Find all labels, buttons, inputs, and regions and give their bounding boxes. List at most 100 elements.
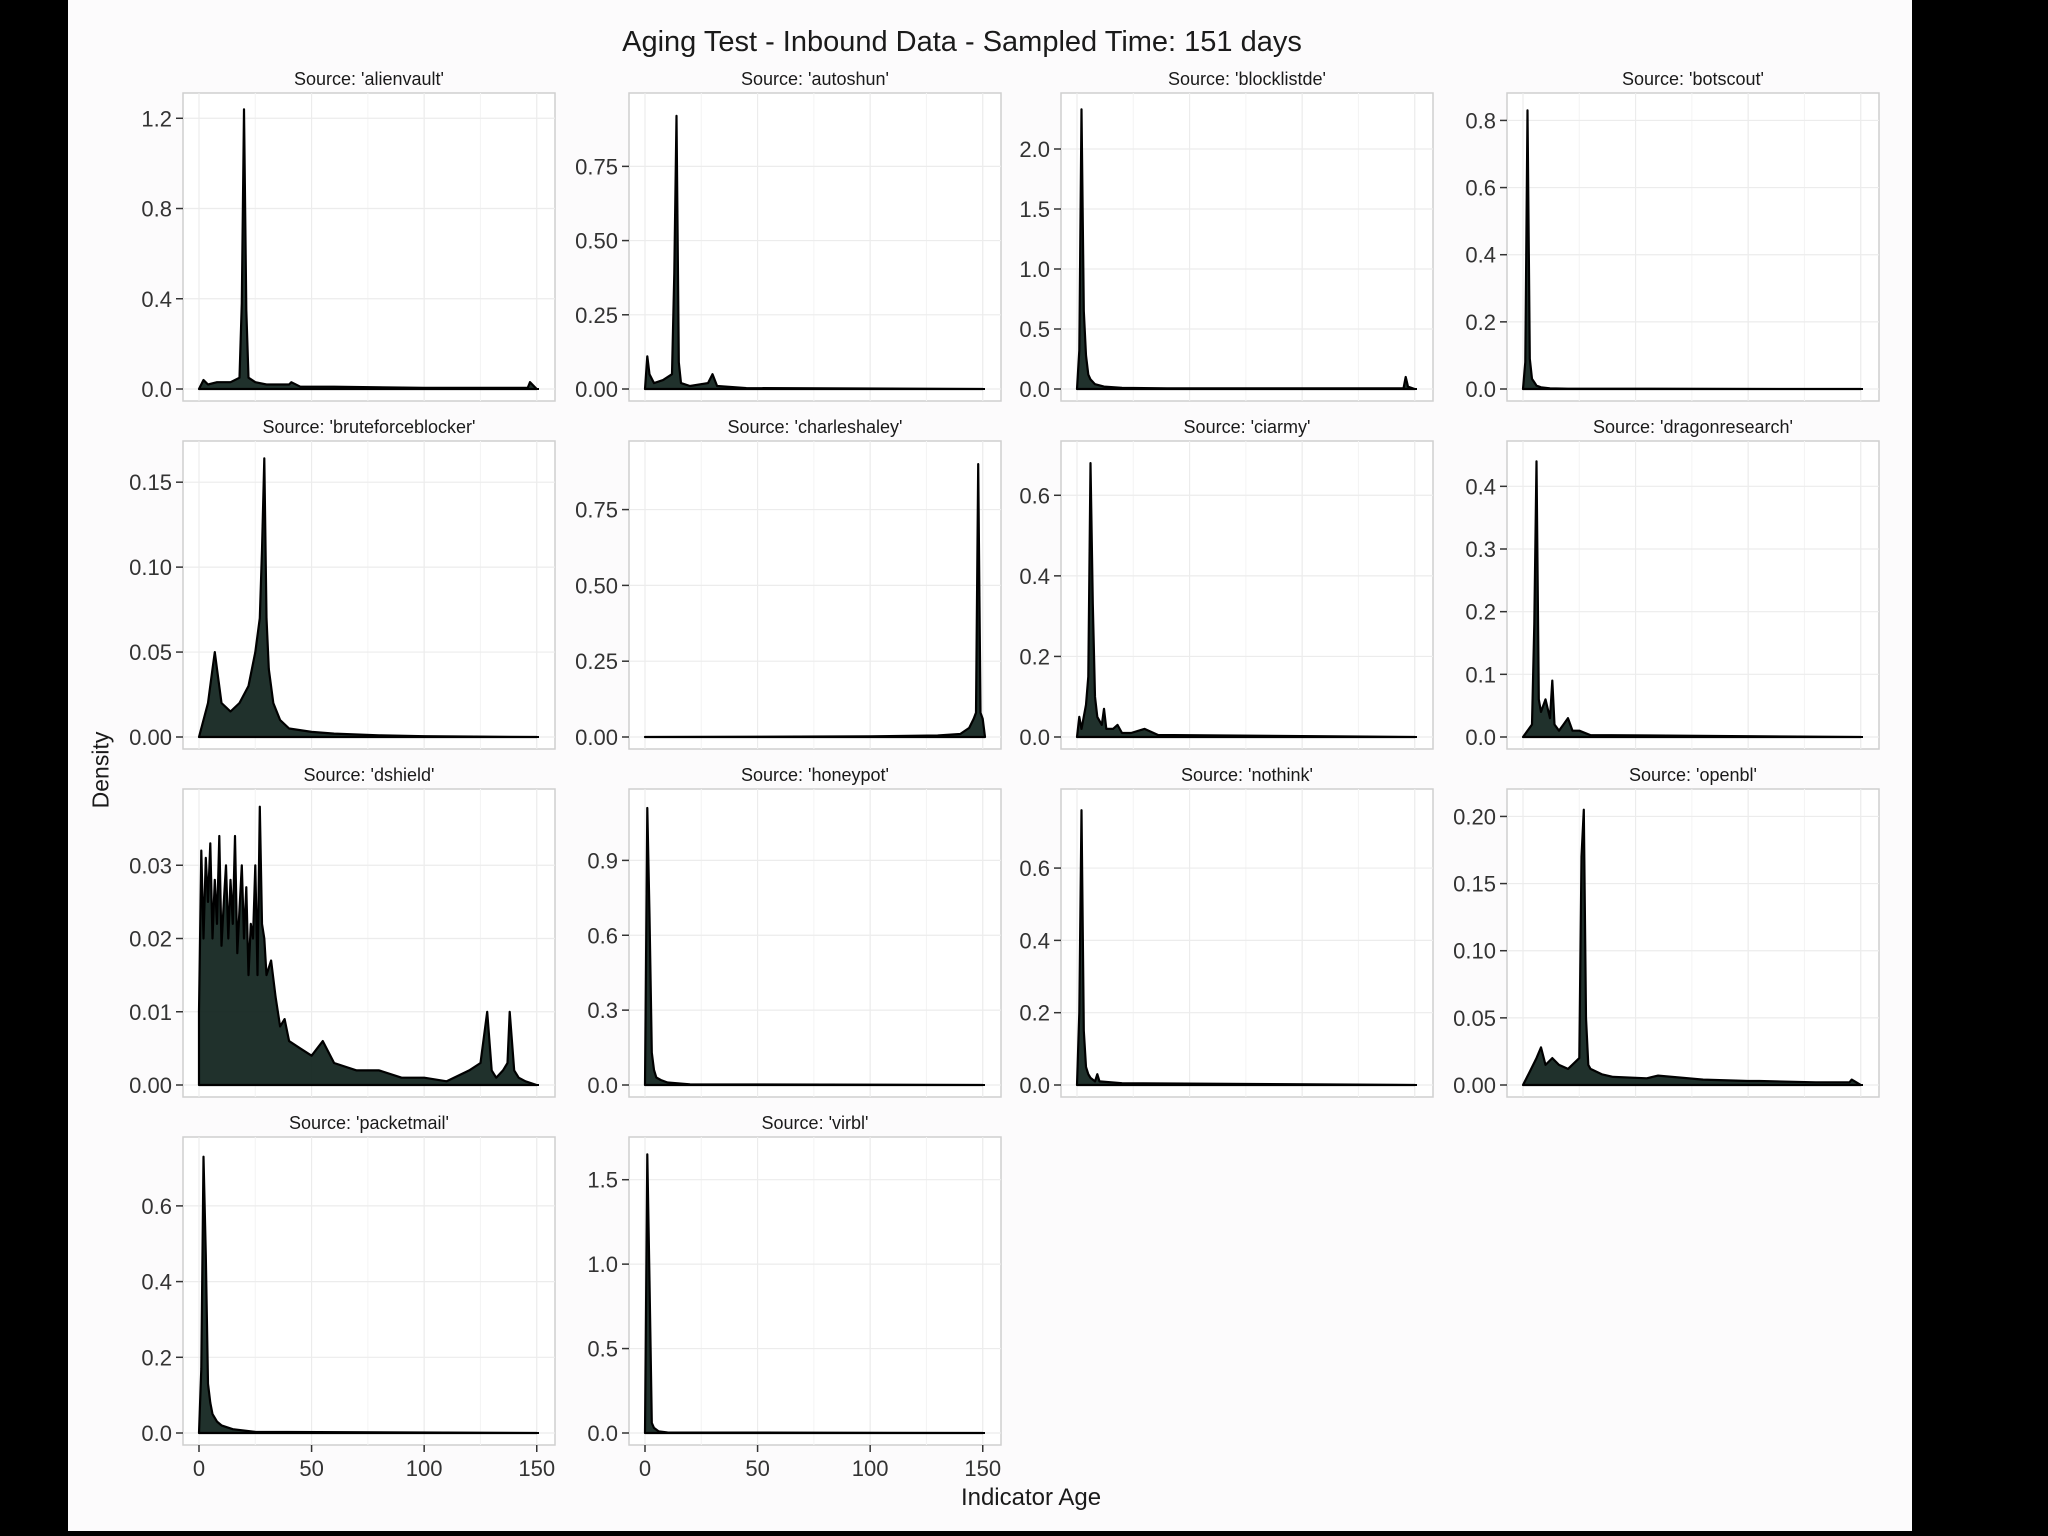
facet-title: Source: 'autoshun' xyxy=(741,69,889,89)
y-tick-label: 0.0 xyxy=(141,377,172,402)
panel-frame xyxy=(628,440,1002,750)
y-tick-label: 0.6 xyxy=(1019,856,1050,881)
y-tick-label: 0.00 xyxy=(1453,1073,1496,1098)
facet-title: Source: 'packetmail' xyxy=(289,1113,449,1133)
facet-title: Source: 'alienvault' xyxy=(294,69,444,89)
facet-panel: Source: 'blocklistde' 0.0 0.5 1.0 1.5 2.0 xyxy=(1019,69,1434,402)
panel-frame xyxy=(628,92,1002,402)
y-tick-label: 0.25 xyxy=(575,303,618,328)
y-tick-label: 0.0 xyxy=(587,1073,618,1098)
y-tick-label: 0.4 xyxy=(141,1270,172,1295)
facet-panel: Source: 'autoshun' 0.00 0.25 0.50 0.75 xyxy=(575,69,1002,402)
density-area xyxy=(1521,460,1862,739)
facet-panel: Source: 'virbl' 0.0 0.5 1.0 1.5 0 50 100 150 xyxy=(587,1113,1002,1481)
facet-panel: Source: 'honeypot' 0.0 0.3 0.6 0.9 xyxy=(587,765,1002,1098)
density-area xyxy=(197,457,538,739)
x-axis-title: Indicator Age xyxy=(960,1484,1102,1511)
facet-title: Source: 'blocklistde' xyxy=(1168,69,1326,89)
facet-title: Source: 'botscout' xyxy=(1622,69,1764,89)
panel-frame xyxy=(1060,788,1434,1098)
facet-title: Source: 'virbl' xyxy=(762,1113,869,1133)
facet-panel: Source: 'openbl' 0.00 0.05 0.10 0.15 0.20 xyxy=(1453,765,1880,1098)
y-tick-label: 0.0 xyxy=(1465,725,1496,750)
y-tick-label: 0.05 xyxy=(1453,1006,1496,1031)
density-area xyxy=(1075,462,1416,739)
facet-panel: Source: 'dragonresearch' 0.0 0.1 0.2 0.3 0.4 xyxy=(1465,417,1880,750)
panel-frame xyxy=(1506,92,1880,402)
y-tick-label: 0.4 xyxy=(1019,928,1050,953)
y-tick-label: 0.25 xyxy=(575,649,618,674)
density-area xyxy=(1075,809,1416,1087)
y-tick-label: 0.6 xyxy=(141,1194,172,1219)
density-area xyxy=(197,1155,538,1435)
panel-frame xyxy=(628,788,1002,1098)
facet-panel: Source: 'charleshaley' 0.00 0.25 0.50 0.75 xyxy=(575,417,1002,750)
y-tick-label: 0.2 xyxy=(1019,1001,1050,1026)
facet-title: Source: 'dragonresearch' xyxy=(1593,417,1793,437)
y-tick-label: 0.2 xyxy=(1019,644,1050,669)
x-tick-label: 150 xyxy=(518,1456,555,1481)
facet-title: Source: 'charleshaley' xyxy=(728,417,903,437)
panel-frame xyxy=(1060,92,1434,402)
y-tick-label: 2.0 xyxy=(1019,137,1050,162)
y-tick-label: 0.03 xyxy=(129,853,172,878)
y-tick-label: 0.3 xyxy=(587,998,618,1023)
panel-frame xyxy=(182,92,556,402)
y-tick-label: 0.3 xyxy=(1465,537,1496,562)
y-tick-label: 0.15 xyxy=(1453,872,1496,897)
y-tick-label: 0.6 xyxy=(1465,176,1496,201)
panel-frame xyxy=(1506,440,1880,750)
facet-panel: Source: 'packetmail' 0.0 0.2 0.4 0.6 0 50 100 15… xyxy=(141,1113,556,1481)
facet-panel: Source: 'alienvault' 0.0 0.4 0.8 1.2 xyxy=(141,69,556,402)
x-tick-label: 100 xyxy=(852,1456,889,1481)
y-tick-label: 0.6 xyxy=(587,923,618,948)
y-tick-label: 0.0 xyxy=(1019,725,1050,750)
panel-frame xyxy=(1060,440,1434,750)
x-tick-label: 100 xyxy=(406,1456,443,1481)
y-tick-label: 0.8 xyxy=(1465,108,1496,133)
y-tick-label: 0.2 xyxy=(1465,600,1496,625)
facet-title: Source: 'bruteforceblocker' xyxy=(263,417,476,437)
y-tick-label: 0.2 xyxy=(1465,310,1496,335)
facet-panel: Source: 'bruteforceblocker' 0.00 0.05 0.10 0… xyxy=(129,417,556,750)
y-tick-label: 0.0 xyxy=(1019,1073,1050,1098)
facet-panel: Source: 'nothink' 0.0 0.2 0.4 0.6 xyxy=(1019,765,1434,1098)
facet-title: Source: 'honeypot' xyxy=(741,765,889,785)
facet-panel: Source: 'botscout' 0.0 0.2 0.4 0.6 0.8 xyxy=(1465,69,1880,402)
y-tick-label: 0.50 xyxy=(575,573,618,598)
y-tick-label: 0.02 xyxy=(129,927,172,952)
y-tick-label: 0.0 xyxy=(1465,377,1496,402)
facet-panel: Source: 'dshield' 0.00 0.01 0.02 0.03 xyxy=(129,765,556,1098)
x-tick-label: 150 xyxy=(964,1456,1001,1481)
y-tick-label: 0.10 xyxy=(1453,939,1496,964)
facet-panel: Source: 'ciarmy' 0.0 0.2 0.4 0.6 xyxy=(1019,417,1434,750)
y-tick-label: 0.05 xyxy=(129,640,172,665)
y-tick-label: 1.2 xyxy=(141,106,172,131)
y-tick-label: 0.0 xyxy=(1019,377,1050,402)
y-tick-label: 0.2 xyxy=(141,1345,172,1370)
facet-title: Source: 'nothink' xyxy=(1181,765,1313,785)
density-area xyxy=(643,114,984,391)
y-tick-label: 0.5 xyxy=(1019,317,1050,342)
y-tick-label: 0.4 xyxy=(1465,243,1496,268)
x-tick-label: 0 xyxy=(193,1456,205,1481)
y-tick-label: 0.75 xyxy=(575,154,618,179)
x-tick-label: 0 xyxy=(639,1456,651,1481)
x-tick-label: 50 xyxy=(745,1456,769,1481)
y-tick-label: 1.0 xyxy=(587,1252,618,1277)
facet-title: Source: 'openbl' xyxy=(1629,765,1757,785)
facet-title: Source: 'dshield' xyxy=(304,765,435,785)
y-tick-label: 0.01 xyxy=(129,1000,172,1025)
panel-frame xyxy=(628,1136,1002,1446)
density-area xyxy=(643,463,987,739)
y-tick-label: 0.10 xyxy=(129,555,172,580)
y-tick-label: 0.50 xyxy=(575,229,618,254)
y-tick-label: 0.8 xyxy=(141,197,172,222)
y-tick-label: 0.00 xyxy=(129,1073,172,1098)
density-area xyxy=(1075,108,1416,391)
x-tick-label: 50 xyxy=(299,1456,323,1481)
y-tick-label: 0.20 xyxy=(1453,804,1496,829)
y-tick-label: 0.0 xyxy=(587,1421,618,1446)
y-tick-label: 0.00 xyxy=(575,377,618,402)
